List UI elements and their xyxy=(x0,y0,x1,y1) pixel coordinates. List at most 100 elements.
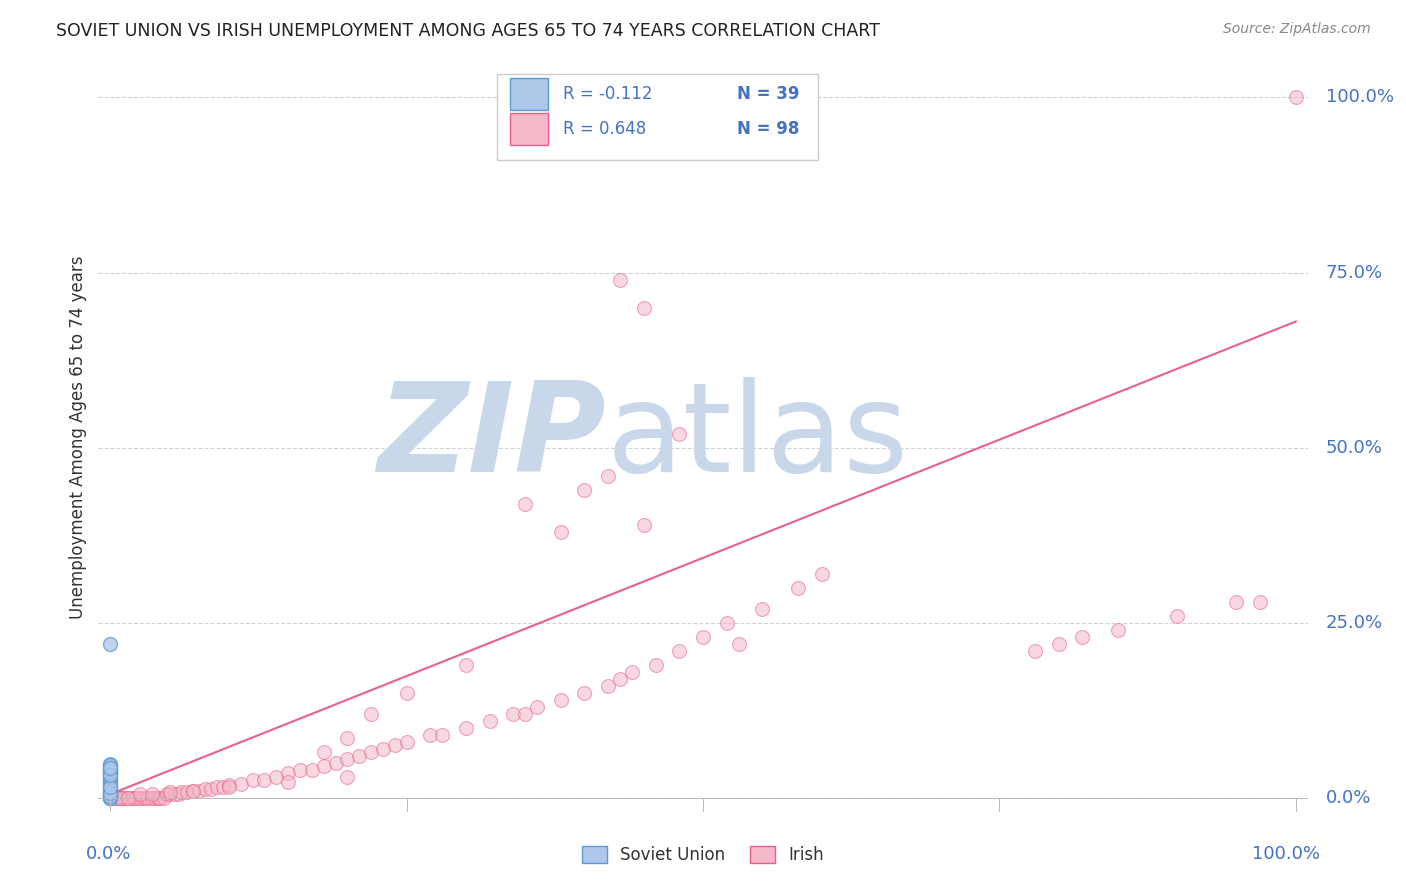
Point xyxy=(336,731,359,746)
Point xyxy=(98,780,121,794)
Point xyxy=(218,780,240,795)
Point xyxy=(152,790,174,805)
Point xyxy=(598,468,620,483)
Point xyxy=(668,643,690,657)
Point xyxy=(526,699,548,714)
Point xyxy=(454,721,477,735)
Point xyxy=(132,790,155,805)
Point xyxy=(550,524,572,539)
Text: 0.0%: 0.0% xyxy=(1326,789,1371,806)
Point xyxy=(620,665,643,679)
Text: atlas: atlas xyxy=(606,376,908,498)
Point xyxy=(114,790,136,805)
Text: Source: ZipAtlas.com: Source: ZipAtlas.com xyxy=(1223,22,1371,37)
Point xyxy=(98,782,121,797)
Point xyxy=(205,780,228,795)
Point xyxy=(371,741,394,756)
Point xyxy=(98,790,121,805)
Point xyxy=(98,773,121,788)
Point xyxy=(692,630,714,644)
Text: SOVIET UNION VS IRISH UNEMPLOYMENT AMONG AGES 65 TO 74 YEARS CORRELATION CHART: SOVIET UNION VS IRISH UNEMPLOYMENT AMONG… xyxy=(56,22,880,40)
Point xyxy=(105,790,128,805)
Point xyxy=(188,783,211,797)
Point xyxy=(574,686,596,700)
Text: R = -0.112: R = -0.112 xyxy=(562,85,652,103)
Point xyxy=(98,768,121,782)
FancyBboxPatch shape xyxy=(498,74,818,160)
Point xyxy=(277,766,299,780)
Point xyxy=(135,790,157,805)
Point xyxy=(98,790,121,805)
Point xyxy=(395,686,418,700)
Point xyxy=(117,790,139,805)
Point xyxy=(668,426,690,441)
Point xyxy=(644,657,666,672)
Point xyxy=(122,790,145,805)
Text: N = 98: N = 98 xyxy=(737,120,800,138)
Point xyxy=(98,780,121,795)
Point xyxy=(1047,637,1070,651)
FancyBboxPatch shape xyxy=(509,113,548,145)
Point xyxy=(98,789,121,804)
Point xyxy=(98,784,121,798)
Y-axis label: Unemployment Among Ages 65 to 74 years: Unemployment Among Ages 65 to 74 years xyxy=(69,255,87,619)
Point xyxy=(98,760,121,774)
Point xyxy=(149,790,172,805)
Point xyxy=(633,301,655,315)
Point xyxy=(108,790,131,805)
Point xyxy=(325,756,347,770)
Point xyxy=(515,706,537,721)
Text: ZIP: ZIP xyxy=(378,376,606,498)
Point xyxy=(312,745,335,759)
Point xyxy=(609,672,631,686)
Text: 100.0%: 100.0% xyxy=(1251,846,1320,863)
Point xyxy=(277,775,299,789)
Point xyxy=(98,790,121,805)
Point xyxy=(1024,643,1046,657)
Point xyxy=(432,728,454,742)
Point xyxy=(98,776,121,790)
Point xyxy=(146,790,169,805)
Point xyxy=(98,757,121,772)
Point xyxy=(574,483,596,497)
Point xyxy=(98,778,121,792)
Point xyxy=(212,780,235,795)
Point xyxy=(98,759,121,773)
Point xyxy=(218,778,240,792)
Point xyxy=(478,714,501,728)
Point xyxy=(98,789,121,803)
Point xyxy=(98,637,121,651)
Point xyxy=(633,517,655,532)
Point xyxy=(786,581,808,595)
Point xyxy=(454,657,477,672)
Point xyxy=(751,601,773,615)
Point xyxy=(200,782,222,797)
Point xyxy=(336,752,359,766)
Point xyxy=(502,706,524,721)
Point xyxy=(98,764,121,778)
Point xyxy=(170,785,193,799)
Point xyxy=(129,790,152,805)
Point xyxy=(98,763,121,777)
Point xyxy=(810,566,832,581)
Point xyxy=(347,748,370,763)
Point xyxy=(1285,90,1308,104)
Point xyxy=(98,779,121,793)
Point xyxy=(360,706,382,721)
Point xyxy=(108,790,131,805)
Point xyxy=(98,780,121,795)
Text: 25.0%: 25.0% xyxy=(1326,614,1384,632)
Point xyxy=(129,787,152,801)
Point xyxy=(181,783,204,797)
Legend: Soviet Union, Irish: Soviet Union, Irish xyxy=(575,839,831,871)
Point xyxy=(1107,623,1129,637)
Point xyxy=(98,762,121,776)
Point xyxy=(98,772,121,787)
Point xyxy=(141,790,163,805)
Point xyxy=(727,637,749,651)
Point xyxy=(98,771,121,785)
Point xyxy=(167,787,190,801)
Point xyxy=(98,775,121,789)
Point xyxy=(98,787,121,801)
Point xyxy=(1166,608,1188,623)
